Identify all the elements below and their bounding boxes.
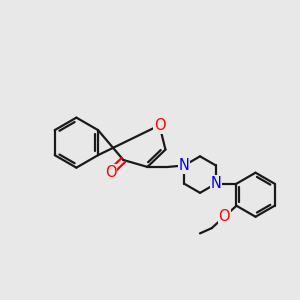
Text: N: N	[179, 158, 190, 173]
Text: N: N	[210, 176, 221, 191]
Text: O: O	[154, 118, 165, 133]
Text: O: O	[218, 209, 230, 224]
Text: O: O	[105, 165, 116, 180]
